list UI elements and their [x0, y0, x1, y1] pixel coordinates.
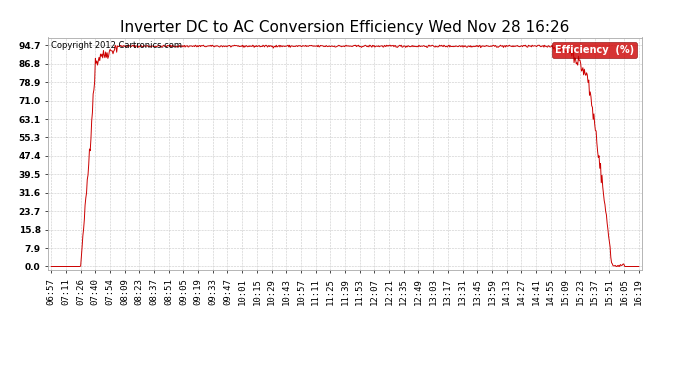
- Legend: Efficiency  (%): Efficiency (%): [552, 42, 637, 58]
- Title: Inverter DC to AC Conversion Efficiency Wed Nov 28 16:26: Inverter DC to AC Conversion Efficiency …: [120, 20, 570, 35]
- Text: Copyright 2012 Cartronics.com: Copyright 2012 Cartronics.com: [51, 41, 182, 50]
